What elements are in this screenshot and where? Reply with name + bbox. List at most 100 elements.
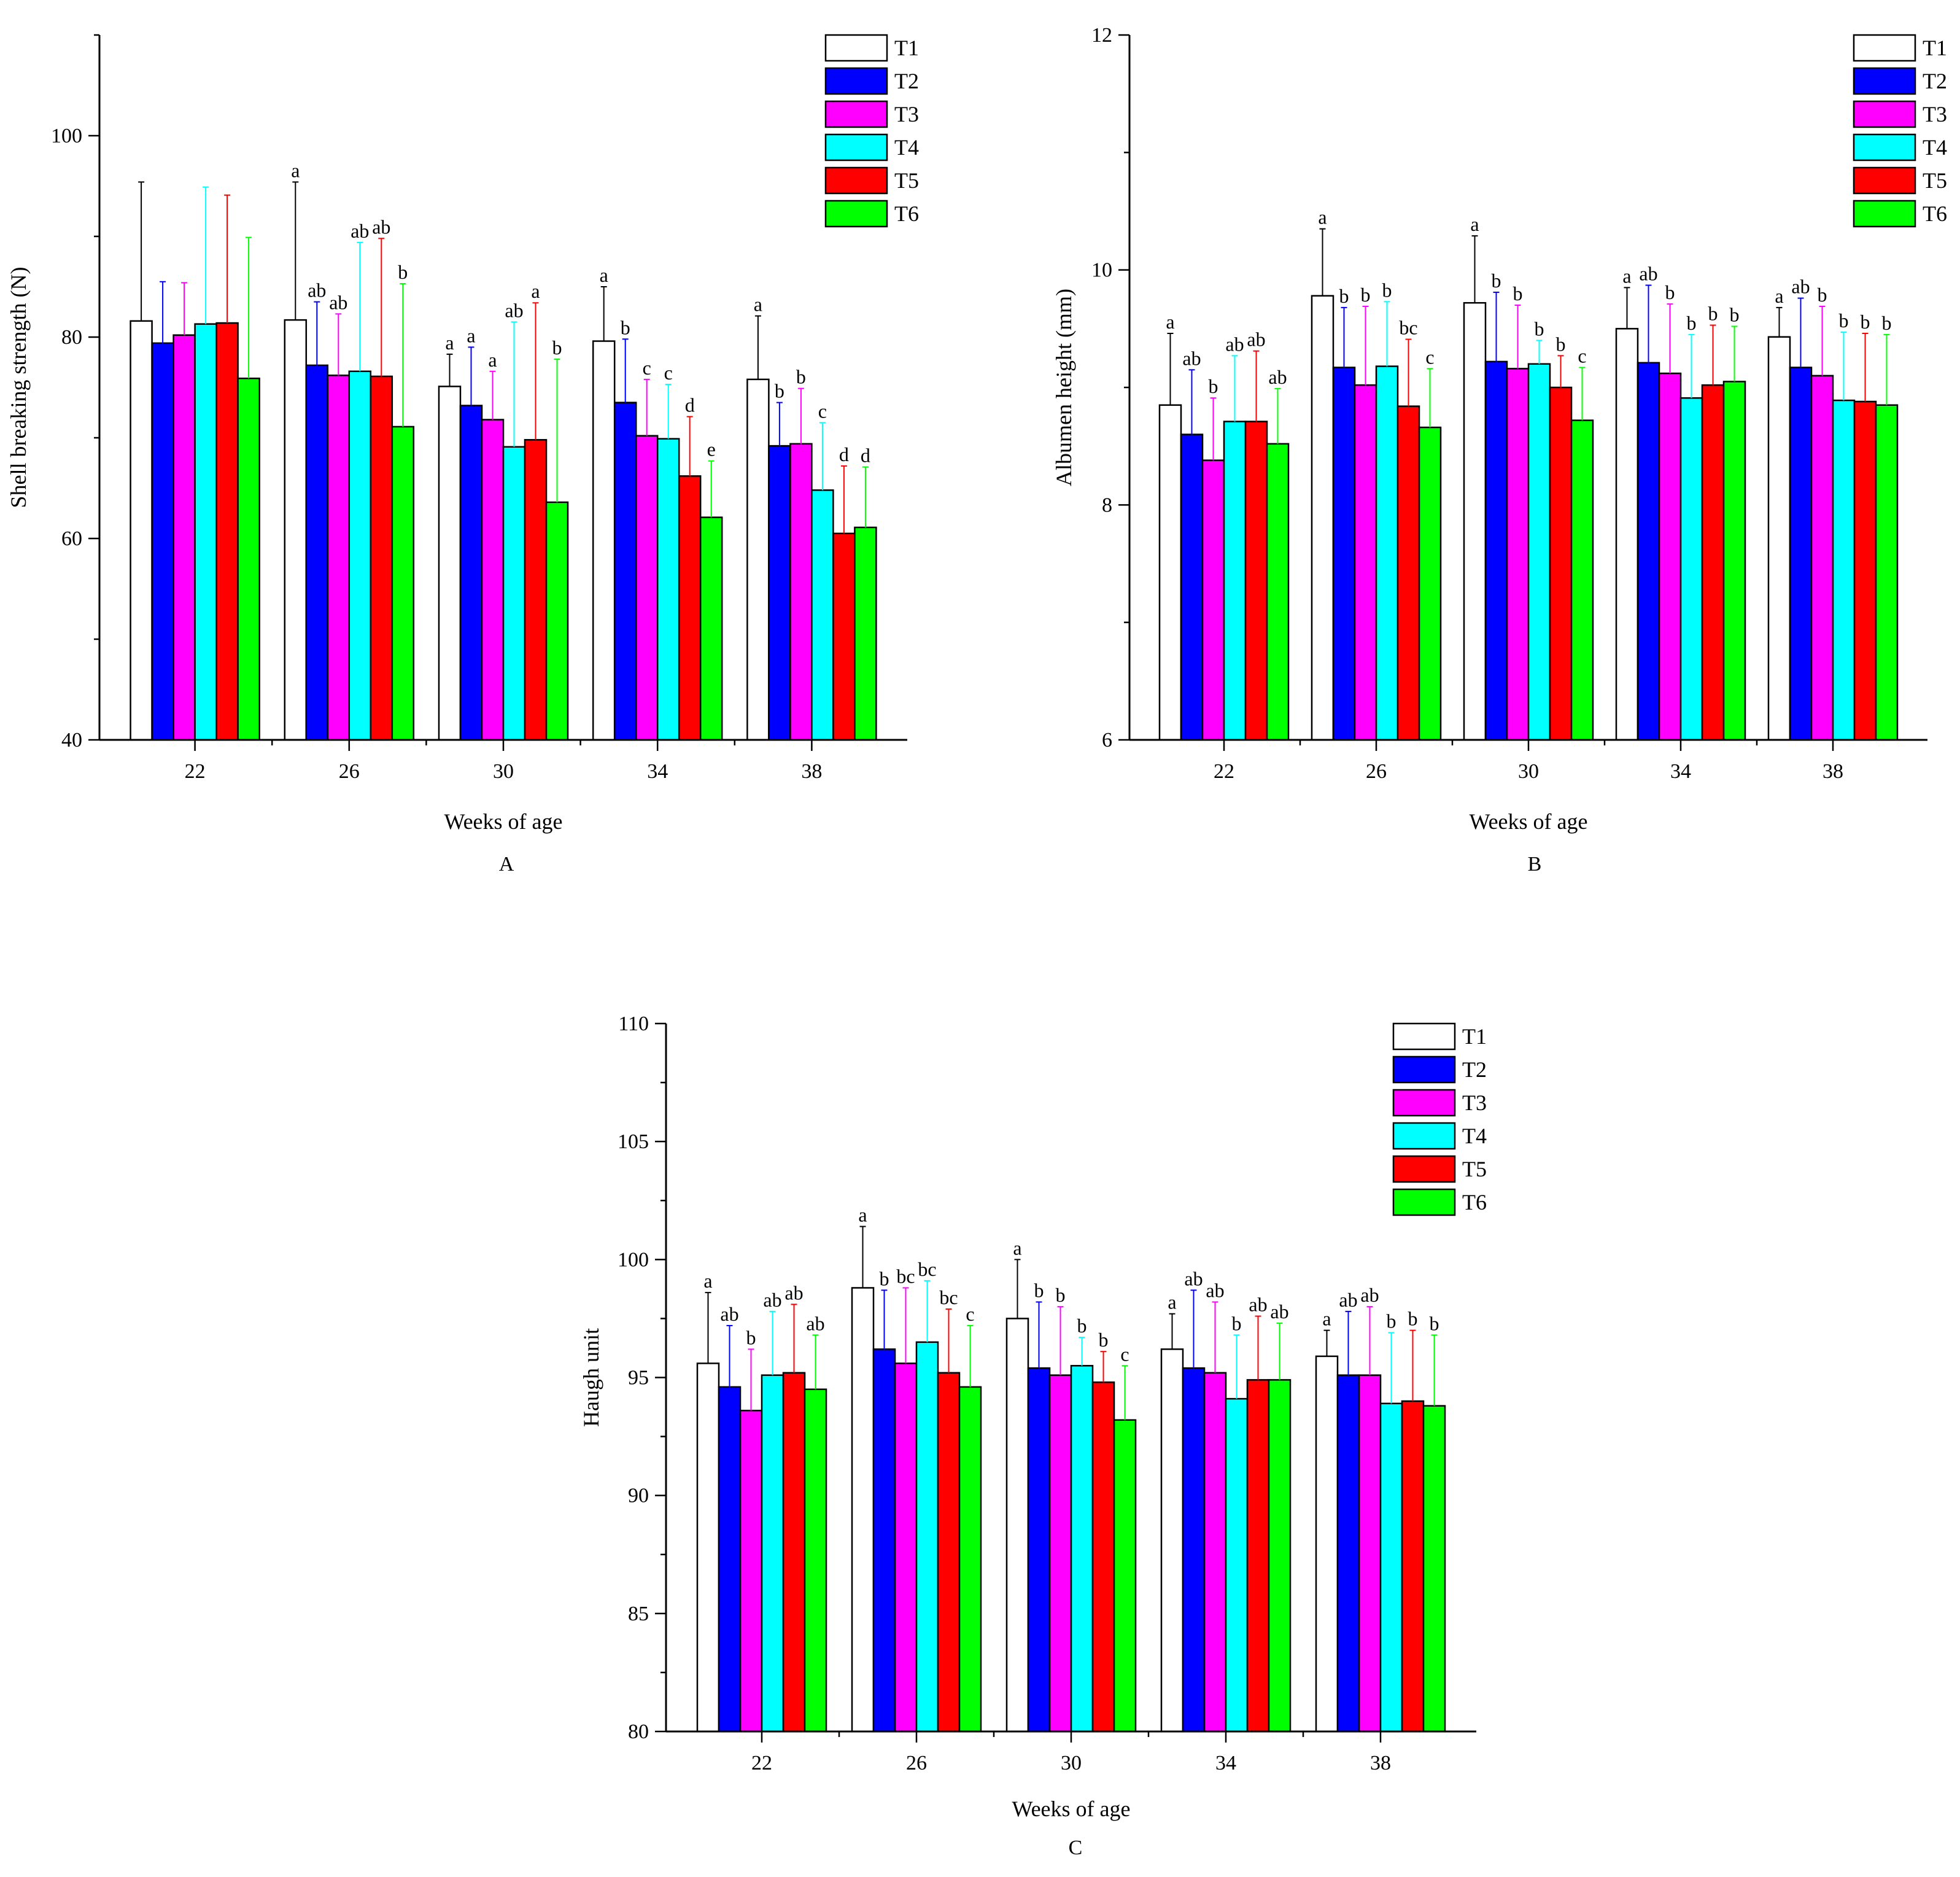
significance-letter-t6-34: b (1730, 304, 1740, 326)
bar-t4-30 (1070, 1365, 1094, 1733)
bar-t6-26 (391, 426, 415, 741)
legend-swatch-t6 (1853, 200, 1916, 228)
legend-swatch-t6 (1392, 1188, 1456, 1216)
significance-letter-t3-26: b (1361, 284, 1371, 306)
legend-label-t2: T2 (1462, 1057, 1487, 1082)
bar-t3-26 (894, 1362, 918, 1733)
legend-swatch-t3 (824, 100, 888, 128)
x-tick-label-34: 34 (647, 760, 668, 783)
significance-letter-t1-30: a (1013, 1237, 1021, 1259)
bar-t6-38 (1875, 404, 1899, 741)
bar-t6-30 (1113, 1419, 1137, 1733)
y-tick-label-8: 8 (1102, 494, 1112, 516)
significance-letter-t6-26: c (1425, 346, 1434, 368)
bar-t2-34 (1182, 1367, 1206, 1733)
bar-t1-38 (1315, 1355, 1339, 1733)
significance-letter-t5-26: bc (939, 1286, 958, 1308)
significance-letter-t6-22: ab (806, 1312, 824, 1334)
significance-letter-t6-26: b (398, 261, 408, 283)
bar-t6-38 (1422, 1405, 1446, 1733)
bar-t5-30 (524, 439, 548, 741)
legend-label-t4: T4 (894, 135, 919, 160)
significance-letter-t5-30: a (531, 280, 540, 302)
bar-t5-38 (1853, 400, 1877, 741)
y-tick-label-100: 100 (51, 125, 82, 147)
bar-t1-26 (284, 319, 308, 741)
bar-t1-34 (1615, 328, 1639, 741)
x-tick-label-22: 22 (185, 760, 206, 783)
y-tick-label-10: 10 (1091, 259, 1112, 282)
significance-letter-t4-38: b (1387, 1310, 1396, 1332)
significance-letter-t2-30: b (1492, 270, 1501, 292)
significance-letter-t4-38: b (1839, 309, 1849, 332)
legend-swatch-t3 (1392, 1089, 1456, 1117)
significance-letter-t4-26: b (1382, 279, 1392, 301)
significance-letter-t5-30: b (1099, 1329, 1109, 1351)
y-axis-title: Haugh unit (579, 1328, 603, 1427)
significance-letter-t1-30: a (1470, 213, 1479, 235)
x-tick-label-30: 30 (1518, 760, 1539, 783)
legend-label-t1: T1 (1923, 36, 1947, 60)
x-tick-label-34: 34 (1215, 1752, 1236, 1774)
significance-letter-t5-38: d (839, 443, 849, 465)
bar-t4-22 (761, 1374, 784, 1733)
bar-t4-34 (1679, 397, 1703, 741)
significance-letter-t3-38: ab (1360, 1284, 1379, 1306)
legend-label-t1: T1 (894, 36, 919, 60)
x-tick-label-34: 34 (1670, 760, 1691, 783)
legend-swatch-t1 (824, 34, 888, 62)
y-tick-label-85: 85 (628, 1603, 649, 1625)
significance-letter-t5-38: b (1861, 311, 1870, 333)
significance-letter-t3-26: ab (329, 291, 347, 313)
legend-label-t1: T1 (1462, 1024, 1487, 1049)
significance-letter-t2-38: b (775, 380, 784, 402)
bar-t5-38 (832, 532, 856, 741)
y-tick-label-110: 110 (618, 1012, 649, 1035)
significance-letter-t1-26: a (858, 1204, 867, 1226)
bar-t2-30 (1484, 360, 1508, 741)
y-tick-label-95: 95 (628, 1367, 649, 1389)
bar-t1-34 (1160, 1348, 1184, 1733)
significance-letter-t4-26: ab (351, 220, 369, 242)
significance-letter-t5-26: ab (372, 216, 390, 238)
significance-letter-t5-34: b (1708, 303, 1718, 325)
legend-swatch-t6 (824, 200, 888, 228)
x-tick-label-22: 22 (1214, 760, 1234, 783)
panel-b-label: B (1528, 853, 1542, 876)
bar-t3-26 (327, 375, 351, 741)
bar-t3-38 (1358, 1374, 1382, 1733)
x-axis-title: Weeks of age (444, 809, 562, 834)
significance-letter-t3-30: b (1513, 282, 1523, 305)
significance-letter-t6-30: b (552, 336, 562, 359)
bar-t6-26 (958, 1386, 982, 1733)
significance-letter-t4-34: b (1232, 1312, 1242, 1334)
bar-t2-34 (1637, 362, 1660, 741)
bar-t1-30 (1005, 1318, 1029, 1733)
significance-letter-t3-34: ab (1206, 1280, 1224, 1302)
bar-t6-34 (1268, 1379, 1292, 1733)
significance-letter-t1-38: a (1775, 285, 1783, 307)
bar-t2-26 (872, 1348, 896, 1733)
significance-letter-t2-30: a (467, 324, 475, 346)
bar-t5-34 (1246, 1379, 1270, 1733)
legend-label-t6: T6 (894, 201, 919, 226)
significance-letter-t5-30: b (1556, 333, 1566, 355)
significance-letter-t4-26: bc (918, 1258, 936, 1280)
bar-t6-38 (854, 526, 877, 741)
bar-t2-26 (1332, 367, 1356, 741)
bar-t4-26 (915, 1341, 939, 1733)
x-axis-title: Weeks of age (1012, 1797, 1130, 1821)
bar-t5-26 (937, 1372, 961, 1733)
bar-t4-22 (194, 323, 217, 741)
significance-letter-t4-22: ab (763, 1289, 781, 1311)
bar-t2-26 (305, 364, 329, 741)
bar-t1-30 (1463, 301, 1487, 741)
bar-t1-22 (130, 320, 153, 741)
y-tick-label-105: 105 (618, 1130, 649, 1153)
legend-label-t5: T5 (894, 168, 919, 193)
significance-letter-t5-34: ab (1249, 1294, 1267, 1316)
bar-t6-34 (699, 516, 723, 741)
